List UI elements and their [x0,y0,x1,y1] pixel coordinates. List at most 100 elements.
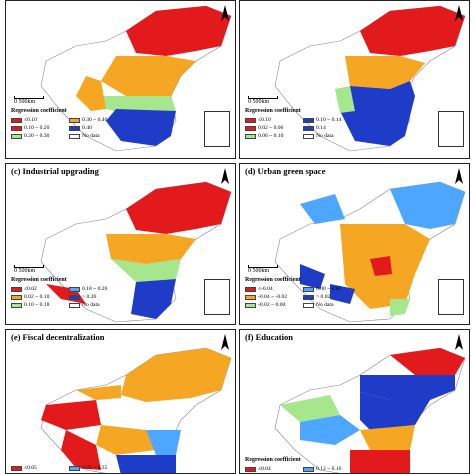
panel-title: (c) Industrial upgrading [11,166,99,176]
panel-title: (f) Education [245,332,293,342]
china-map-f [274,347,466,473]
legend-item: No data [303,132,355,140]
legend-label: 0.10 ~ 0.14 [316,117,342,123]
legend-label: ≤0.10 [24,117,37,123]
north-arrow-icon [218,332,232,352]
legend-label: 0.02 ~ 0.06 [258,125,284,131]
legend-label: No data [82,133,100,139]
legend-e: ≤0.05 0.25 ~ 0.35 [11,464,121,472]
legend-item: ≤0.04 [245,465,301,473]
legend-swatch [11,286,22,292]
legend-item: No data [69,132,121,140]
legend-label: 0.00 ~ 0.02 [316,286,342,292]
legend-title: Regression coefficient [245,277,301,283]
legend-title: Regression coefficient [245,108,301,114]
legend-swatch [303,133,314,139]
legend-item: 0.10 ~ 0.18 [11,301,67,309]
legend-swatch [11,133,22,139]
legend-label: 0.12 ~ 0.16 [316,466,342,472]
legend-label: 0.18 ~ 0.26 [82,286,108,292]
legend-item: 0.14 [303,124,355,132]
legend-swatch [245,286,256,292]
legend-swatch [303,286,314,292]
legend-swatch [303,117,314,123]
legend-item: ≤0.05 [11,464,67,472]
legend-label: 0.40 [82,125,92,131]
legend-swatch [69,117,80,123]
south-china-sea-inset [204,279,230,315]
legend-title: Regression coefficient [245,457,301,463]
legend-swatch [303,302,314,308]
china-map-d [274,181,466,323]
legend-swatch [11,117,22,123]
legend-item: 0.00 ~ 0.02 [303,285,355,293]
legend-item: 0.25 ~ 0.35 [69,464,121,472]
legend-f: Regression coefficient ≤0.04 0.12 ~ 0.16 [245,456,355,473]
legend-item: 0.40 [69,124,121,132]
legend-swatch [69,465,80,471]
map-panel-f: (f) Education Regression coefficient ≤0.… [239,329,470,474]
legend-b: Regression coefficient ≤0.10 0.10 ~ 0.14 0… [245,107,355,140]
legend-item: 0.10 ~ 0.14 [303,116,355,124]
legend-item: ≤0.10 [245,116,301,124]
legend-label: 0.10 ~ 0.18 [24,302,50,308]
south-china-sea-inset [438,111,464,147]
map-panel-e: (e) Fiscal decentralization ≤0.05 0.25 ~ … [5,329,236,474]
panel-title: (d) Urban green space [245,166,326,176]
legend-label: 0.06 ~ 0.10 [258,133,284,139]
scale-bar: 0 500km [248,96,278,105]
legend-item: -0.04 ~ -0.02 [245,293,301,301]
north-arrow-icon [218,166,232,186]
legend-item: 0.10 ~ 0.20 [11,124,67,132]
map-panel-b: 0 500km Regression coefficient ≤0.10 0.10… [239,0,470,159]
scale-bar: 0 500km [14,96,44,105]
legend-swatch [69,302,80,308]
map-panel-a: 0 500km Regression coefficient ≤0.10 0.30… [5,0,236,159]
legend-swatch [245,302,256,308]
south-china-sea-inset [204,111,230,147]
legend-label: ≤-0.04 [258,286,273,292]
legend-label: -0.02 ~ 0.00 [258,302,286,308]
legend-swatch [245,466,256,472]
legend-swatch [69,133,80,139]
legend-swatch [245,294,256,300]
legend-a: Regression coefficient ≤0.10 0.30 ~ 0.40 0… [11,107,121,140]
china-map-e [40,347,232,473]
legend-label: ≤0.10 [258,117,271,123]
legend-item: 0.06 ~ 0.10 [245,132,301,140]
legend-label: No data [316,302,334,308]
legend-label: ≤0.02 [24,286,37,292]
south-china-sea-inset [438,279,464,315]
scale-bar: 0 500km [248,265,278,274]
north-arrow-icon [452,166,466,186]
north-arrow-icon [218,3,232,23]
legend-item: > 0.02 [303,293,355,301]
legend-label: 0.30 ~ 0.40 [82,117,108,123]
legend-swatch [11,302,22,308]
legend-swatch [303,125,314,131]
legend-c: Regression coefficient ≤0.02 0.18 ~ 0.26 0… [11,276,121,309]
legend-label: 0.25 ~ 0.35 [82,465,108,471]
legend-label: > 0.26 [82,294,97,300]
legend-label: ≤0.04 [258,466,271,472]
legend-swatch [69,125,80,131]
legend-swatch [11,125,22,131]
china-map-a [40,5,232,152]
legend-item: ≤0.02 [11,285,67,293]
legend-item: No data [69,301,121,309]
legend-label: 0.10 ~ 0.20 [24,125,50,131]
map-panel-c: (c) Industrial upgrading 0 500km Regress… [5,163,236,325]
legend-swatch [69,294,80,300]
legend-label: ≤0.05 [24,465,37,471]
legend-item: 0.18 ~ 0.26 [69,285,121,293]
map-panel-d: (d) Urban green space 0 500km Regression… [239,163,470,325]
legend-item: > 0.26 [69,293,121,301]
legend-swatch [303,466,314,472]
legend-item: 0.02 ~ 0.06 [245,124,301,132]
legend-title: Regression coefficient [11,108,67,114]
panel-title: (e) Fiscal decentralization [11,332,105,342]
legend-label: 0.02 ~ 0.10 [24,294,50,300]
legend-swatch [11,294,22,300]
legend-label: No data [82,302,100,308]
scale-bar: 0 500km [14,265,44,274]
